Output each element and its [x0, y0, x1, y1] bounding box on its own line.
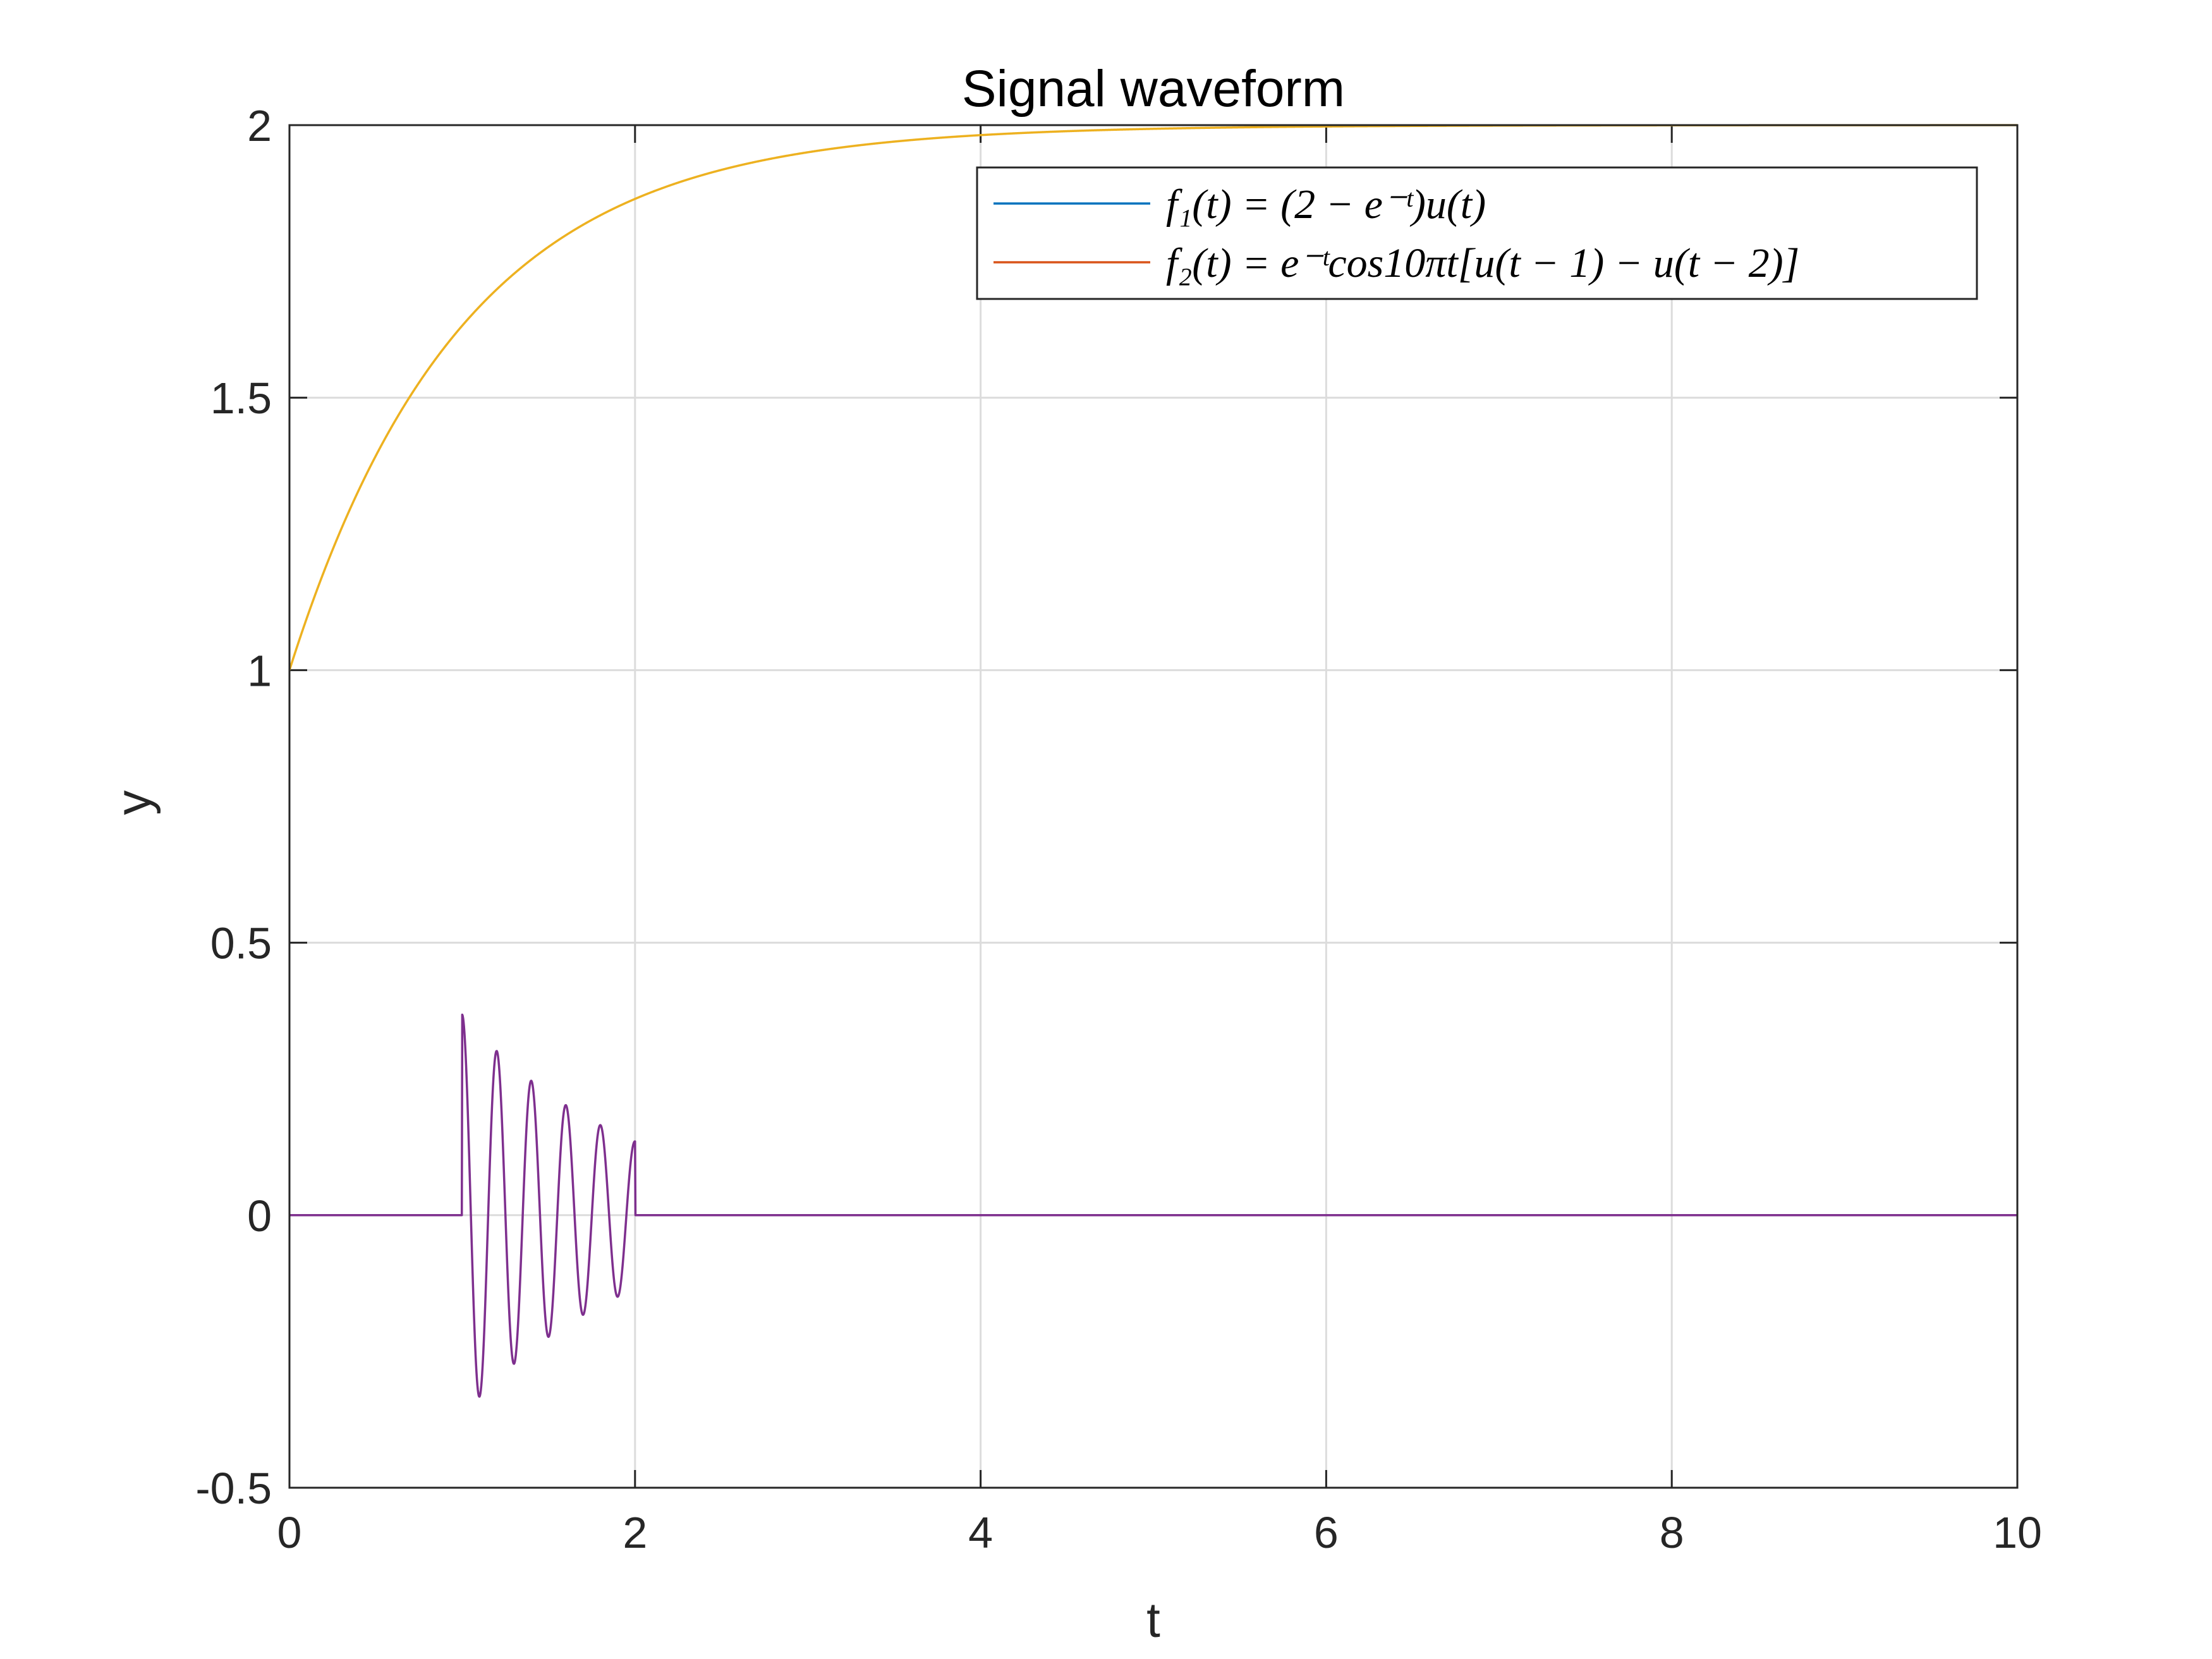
x-tick-label: 10	[1993, 1508, 2042, 1557]
x-tick-label: 2	[623, 1508, 647, 1557]
series-line-2	[288, 1013, 2019, 1398]
axes-box	[288, 124, 2019, 1489]
y-tick-labels: -0.5 0 0.5 1 1.5 2	[195, 101, 272, 1513]
legend-entry-f1: f₁(t) = (2 − e⁻ᵗ)u(t)	[1166, 181, 1486, 228]
x-tick-label: 0	[277, 1508, 302, 1557]
y-tick-label: 1	[247, 646, 272, 695]
legend-entry-f2: f₂(t) = e⁻ᵗcos10πt[u(t − 1) − u(t − 2)]	[1166, 240, 1799, 286]
chart-title: Signal waveform	[962, 60, 1345, 118]
legend: f₁(t) = (2 − e⁻ᵗ)u(t) f₂(t) = e⁻ᵗcos10πt…	[976, 166, 1978, 300]
y-tick-label: 1.5	[210, 374, 272, 423]
y-tick-label: 2	[247, 101, 272, 150]
y-tick-label: -0.5	[195, 1464, 272, 1513]
x-tick-label: 8	[1660, 1508, 1684, 1557]
x-tick-label: 4	[968, 1508, 993, 1557]
x-axis-label: t	[1146, 1592, 1160, 1648]
y-tick-label: 0.5	[210, 919, 272, 968]
grid-lines	[288, 124, 2019, 1489]
legend-box	[976, 166, 1978, 300]
y-tick-label: 0	[247, 1191, 272, 1241]
y-axis-label: y	[106, 791, 161, 815]
plot-area	[289, 125, 2017, 1488]
x-tick-labels: 0 2 4 6 8 10	[277, 1508, 2042, 1557]
x-tick-label: 6	[1314, 1508, 1339, 1557]
